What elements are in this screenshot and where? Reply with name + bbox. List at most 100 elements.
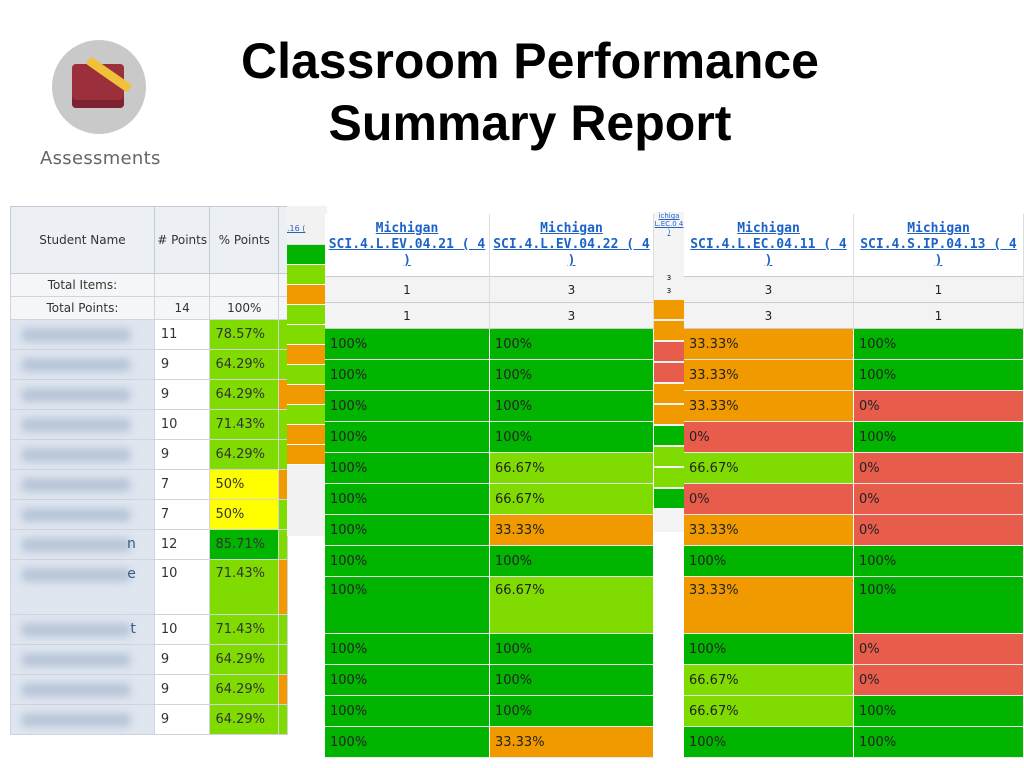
score-cell: 100%: [853, 421, 1024, 453]
score-cell: 100%: [489, 390, 655, 422]
redacted-name: [21, 478, 131, 492]
table-row[interactable]: e 10 71.43%: [10, 559, 288, 615]
edge-cell: [278, 559, 288, 615]
points-cell: 9: [153, 704, 211, 735]
table-row[interactable]: 9 64.29%: [10, 704, 288, 735]
points-cell: 10: [153, 559, 211, 615]
standard-header-1[interactable]: Michigan SCI.4.L.EV.04.21 ( 4 ): [325, 214, 490, 277]
redacted-name: [21, 568, 131, 582]
table-row[interactable]: 9 64.29%: [10, 349, 288, 380]
student-name-cell[interactable]: [10, 704, 155, 735]
percent-cell: 71.43%: [209, 409, 280, 440]
score-cell: 100%: [325, 359, 490, 391]
percent-cell: 85.71%: [209, 529, 280, 560]
standard-link-4[interactable]: Michigan SCI.4.S.IP.04.13 ( 4 ): [860, 221, 1017, 268]
table-row: 100% 66.67%: [325, 452, 655, 484]
standard-header-4[interactable]: Michigan SCI.4.S.IP.04.13 ( 4 ): [853, 214, 1024, 277]
student-name-cell[interactable]: [10, 674, 155, 705]
points-cell: 7: [153, 469, 211, 500]
strip-cell: [287, 365, 327, 385]
table-row[interactable]: 7 50%: [10, 499, 288, 530]
score-cell: 100%: [684, 726, 854, 758]
table-row: 0% 0%: [684, 483, 1024, 515]
student-name-cell[interactable]: [10, 439, 155, 470]
table-row[interactable]: t 10 71.43%: [10, 614, 288, 645]
score-cell: 100%: [325, 576, 490, 634]
header-student-name[interactable]: Student Name: [10, 206, 155, 274]
standard-link-2[interactable]: Michigan SCI.4.L.EV.04.22 ( 4 ): [493, 221, 650, 268]
points-cell: 7: [153, 499, 211, 530]
score-cell: 0%: [853, 452, 1024, 484]
table-row[interactable]: 9 64.29%: [10, 439, 288, 470]
student-name-cell[interactable]: [10, 644, 155, 675]
score-cell: 100%: [325, 328, 490, 360]
standard-link-1[interactable]: Michigan SCI.4.L.EV.04.21 ( 4 ): [328, 221, 486, 268]
strip-cell: [287, 325, 327, 345]
student-name-cell[interactable]: [10, 409, 155, 440]
score-cell: 66.67%: [684, 452, 854, 484]
points-cell: 11: [153, 319, 211, 350]
tiny-standard-link[interactable]: ichiga L.EC.0 4 ): [654, 212, 684, 236]
score-cell: 100%: [325, 726, 490, 758]
student-name-cell[interactable]: [10, 469, 155, 500]
points-cell: 9: [153, 379, 211, 410]
score-cell: 100%: [325, 664, 490, 696]
table-row[interactable]: 7 50%: [10, 469, 288, 500]
student-name-cell[interactable]: [10, 349, 155, 380]
total-items-percent: [209, 273, 280, 297]
score-cell: 100%: [489, 633, 655, 665]
redacted-name: [21, 448, 131, 462]
score-cell: 100%: [853, 328, 1024, 360]
header-points[interactable]: # Points: [153, 206, 211, 274]
student-name-cell[interactable]: [10, 499, 155, 530]
edge-cell: [278, 704, 288, 735]
table-row: 0% 100%: [684, 421, 1024, 453]
score-cell: 33.33%: [489, 726, 655, 758]
redacted-name: [21, 683, 131, 697]
student-name-cell[interactable]: e: [10, 559, 155, 615]
percent-cell: 64.29%: [209, 379, 280, 410]
score-cell: 100%: [489, 695, 655, 727]
score-cell: 33.33%: [489, 514, 655, 546]
table-row: 100% 66.67%: [325, 483, 655, 515]
header-percent[interactable]: % Points: [209, 206, 280, 274]
strip-header[interactable]: .16 (: [287, 206, 327, 245]
table-row[interactable]: n 12 85.71%: [10, 529, 288, 560]
score-cell: 66.67%: [489, 483, 655, 515]
tiny-cell: [654, 363, 684, 384]
student-name-cell[interactable]: n: [10, 529, 155, 560]
total-points-percent: 100%: [209, 296, 280, 320]
score-cell: 33.33%: [684, 390, 854, 422]
strip-cell: [287, 385, 327, 405]
percent-cell: 71.43%: [209, 614, 280, 645]
percent-cell: 50%: [209, 499, 280, 530]
score-cell: 66.67%: [489, 452, 655, 484]
table-row[interactable]: 9 64.29%: [10, 379, 288, 410]
score-cell: 66.67%: [684, 695, 854, 727]
strip-cell: [287, 245, 327, 265]
percent-cell: 78.57%: [209, 319, 280, 350]
redacted-name: [21, 418, 131, 432]
table-row[interactable]: 10 71.43%: [10, 409, 288, 440]
table-row[interactable]: 9 64.29%: [10, 644, 288, 675]
student-name-cell[interactable]: [10, 319, 155, 350]
assessments-app-icon[interactable]: Assessments: [40, 40, 160, 169]
standard-header-2[interactable]: Michigan SCI.4.L.EV.04.22 ( 4 ): [489, 214, 655, 277]
student-name-cell[interactable]: [10, 379, 155, 410]
table-row[interactable]: 9 64.29%: [10, 674, 288, 705]
student-name-cell[interactable]: t: [10, 614, 155, 645]
score-cell: 100%: [489, 421, 655, 453]
score-cell: 100%: [684, 545, 854, 577]
score-cell: 100%: [853, 726, 1024, 758]
total-points-value: 14: [153, 296, 211, 320]
total-items-points: [153, 273, 211, 297]
percent-cell: 64.29%: [209, 674, 280, 705]
standard-link-3[interactable]: Michigan SCI.4.L.EC.04.11 ( 4 ): [690, 221, 847, 268]
strip-cell: [287, 285, 327, 305]
table-row[interactable]: 11 78.57%: [10, 319, 288, 350]
points-cell: 9: [153, 674, 211, 705]
standard-header-3[interactable]: Michigan SCI.4.L.EC.04.11 ( 4 ): [684, 214, 854, 277]
total-points-cell: 3: [684, 302, 854, 329]
tiny-total-points: 3: [654, 287, 684, 300]
student-name-tail: n: [127, 536, 136, 552]
